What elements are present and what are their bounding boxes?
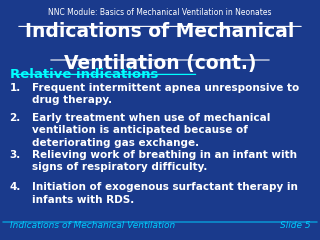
Text: NNC Module: Basics of Mechanical Ventilation in Neonates: NNC Module: Basics of Mechanical Ventila… bbox=[48, 8, 272, 18]
Text: Slide 5: Slide 5 bbox=[280, 221, 310, 230]
Text: 2.: 2. bbox=[10, 113, 21, 123]
Text: Frequent intermittent apnea unresponsive to
drug therapy.: Frequent intermittent apnea unresponsive… bbox=[32, 83, 299, 105]
Text: 3.: 3. bbox=[10, 150, 21, 160]
Text: 1.: 1. bbox=[10, 83, 21, 93]
Text: Early treatment when use of mechanical
ventilation is anticipated because of
det: Early treatment when use of mechanical v… bbox=[32, 113, 270, 148]
Text: Relative indications: Relative indications bbox=[10, 68, 158, 81]
Text: Initiation of exogenous surfactant therapy in
infants with RDS.: Initiation of exogenous surfactant thera… bbox=[32, 182, 298, 205]
Text: Indications of Mechanical Ventilation: Indications of Mechanical Ventilation bbox=[10, 221, 175, 230]
Text: Ventilation (cont.): Ventilation (cont.) bbox=[64, 54, 256, 73]
Text: Indications of Mechanical: Indications of Mechanical bbox=[25, 22, 295, 41]
Text: 4.: 4. bbox=[10, 182, 21, 192]
Text: Relieving work of breathing in an infant with
signs of respiratory difficulty.: Relieving work of breathing in an infant… bbox=[32, 150, 297, 172]
